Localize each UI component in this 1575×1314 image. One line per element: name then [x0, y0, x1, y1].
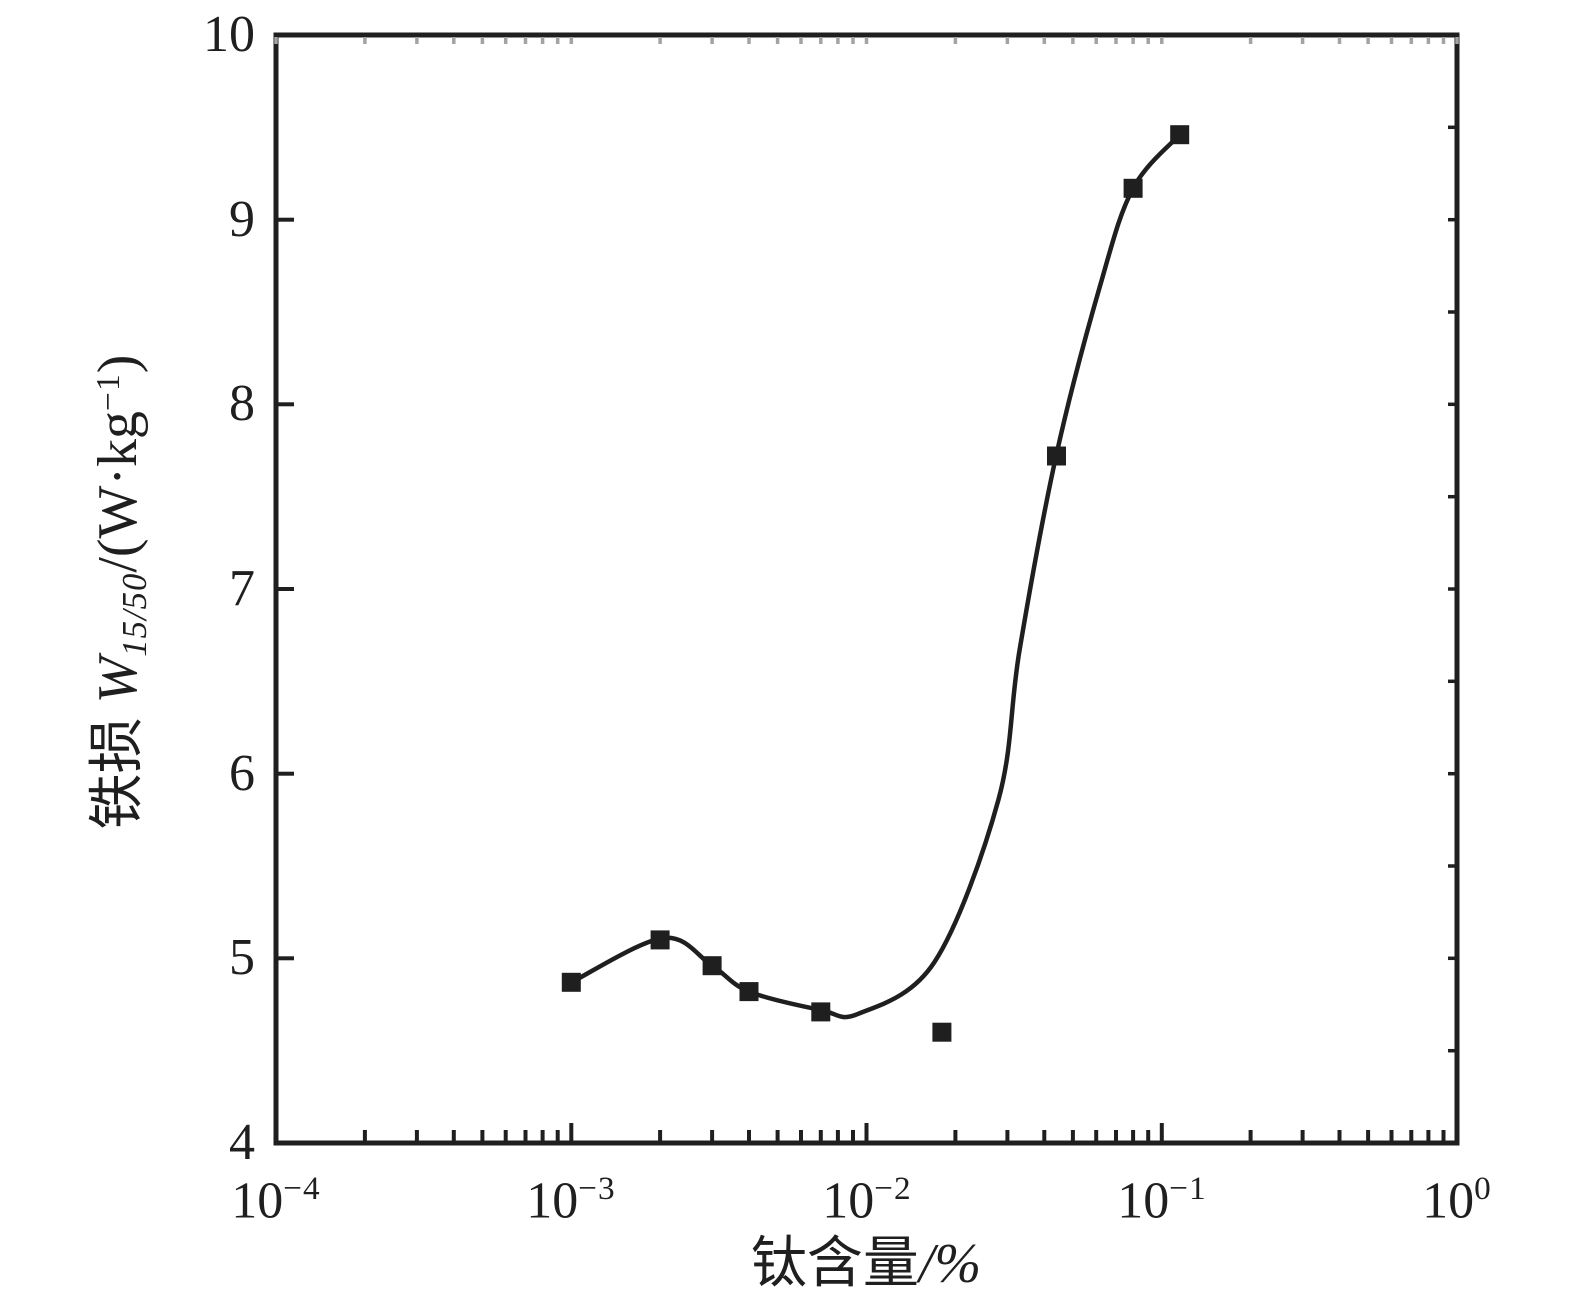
data-point-marker — [561, 972, 581, 992]
data-point-marker — [1170, 125, 1190, 145]
data-point-marker — [1123, 178, 1143, 198]
y-tick-label: 7 — [229, 560, 255, 617]
data-point-marker — [702, 956, 722, 976]
x-tick-label: 100 — [1422, 1170, 1492, 1230]
y-title-suffix: ) — [87, 354, 150, 374]
y-tick-label: 9 — [229, 191, 255, 248]
y-tick-label: 10 — [203, 6, 255, 63]
y-title-mid: /(W·kg — [87, 410, 150, 573]
y-title-subscript: 15/50 — [114, 572, 154, 657]
y-title-symbol: W — [87, 656, 150, 704]
x-tick-label: 10−3 — [526, 1170, 616, 1230]
data-point-marker — [739, 982, 759, 1002]
y-tick-label: 4 — [229, 1114, 255, 1171]
x-axis-top-ticks — [274, 37, 1459, 44]
y-title-sup: −1 — [90, 373, 128, 411]
plot-frame — [273, 32, 1460, 1146]
x-tick-label: 10−4 — [231, 1170, 321, 1230]
fit-curve — [569, 132, 1182, 1020]
data-point-marker — [650, 930, 670, 950]
x-axis-title: 钛含量/% — [751, 1232, 981, 1296]
x-axis-title-unit: /% — [918, 1233, 982, 1295]
y-tick-label: 5 — [229, 929, 255, 986]
y-title-prefix: 铁损 — [87, 703, 150, 830]
y-tick-label: 8 — [229, 375, 255, 432]
data-point-marker — [932, 1022, 952, 1042]
x-tick-label: 10−2 — [822, 1170, 912, 1230]
data-point-marker — [1047, 446, 1066, 466]
y-tick-label: 6 — [229, 745, 255, 802]
x-tick-label: 10−1 — [1117, 1170, 1207, 1230]
y-axis-title: 铁损 W15/50/(W·kg−1) — [77, 355, 167, 830]
x-axis-ticks — [274, 1123, 1459, 1141]
x-axis-title-text: 钛含量 — [750, 1233, 919, 1295]
data-points — [561, 125, 1190, 1042]
data-point-marker — [811, 1002, 831, 1022]
y-axis-right-ticks — [1448, 125, 1455, 1053]
y-axis-ticks — [278, 33, 294, 1145]
